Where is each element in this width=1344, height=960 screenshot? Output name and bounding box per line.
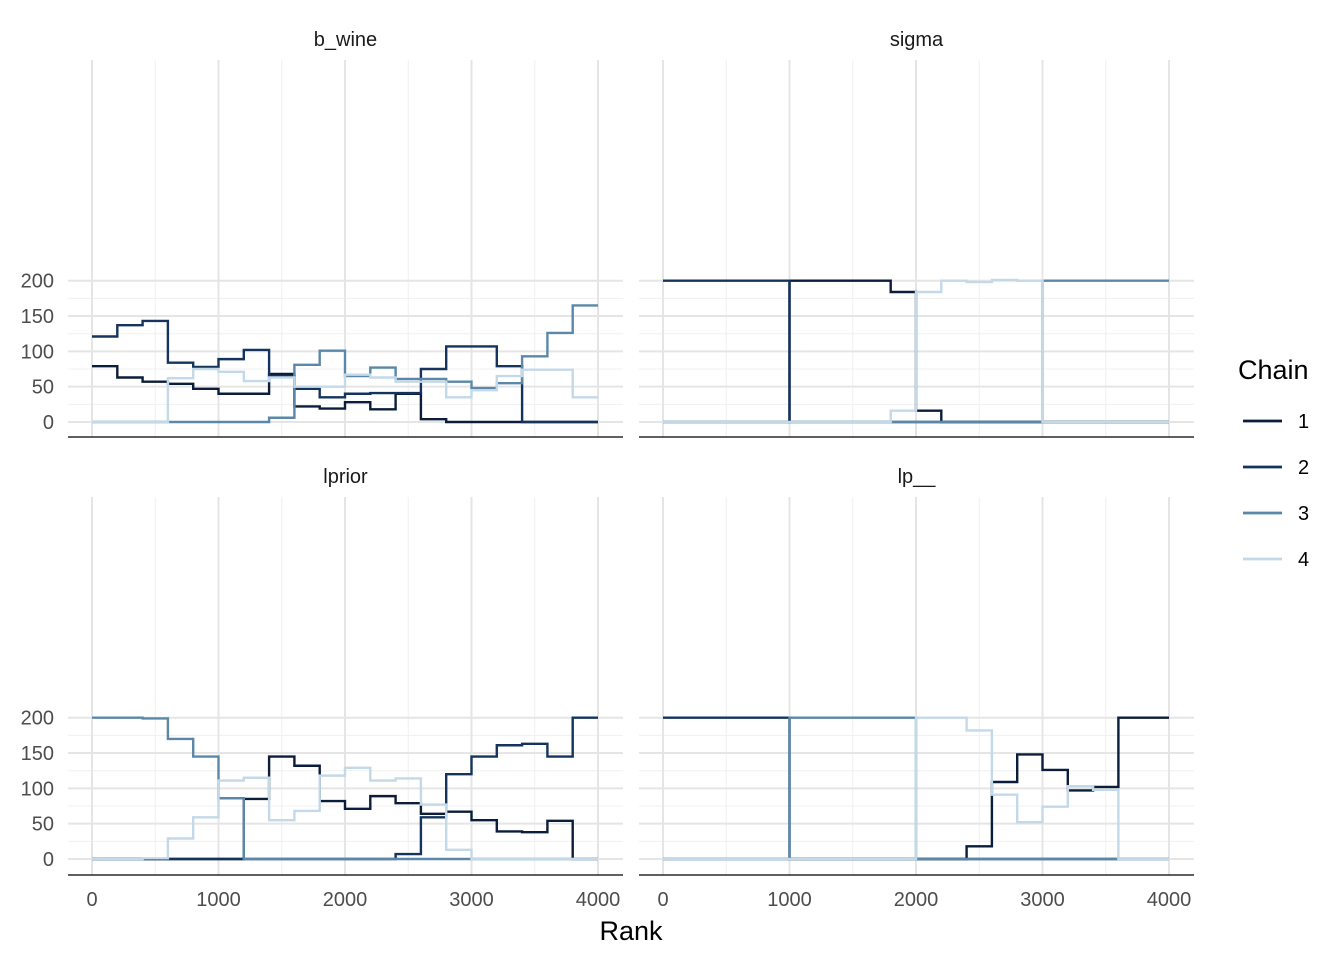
series-line-chain-4 bbox=[663, 278, 1169, 424]
x-tick-label: 4000 bbox=[1147, 889, 1192, 911]
y-tick-label: 150 bbox=[21, 306, 54, 328]
legend-label: 2 bbox=[1298, 457, 1309, 479]
series-line-chain-2 bbox=[92, 319, 598, 424]
x-tick-label: 4000 bbox=[576, 889, 621, 911]
legend: Chain 1 2 3 4 bbox=[1238, 355, 1309, 571]
series-line-chain-4 bbox=[92, 766, 598, 861]
series-line-chain-2 bbox=[92, 716, 598, 861]
x-tick-label: 2000 bbox=[323, 889, 368, 911]
x-tick-label: 3000 bbox=[449, 889, 494, 911]
series-line-chain-4 bbox=[92, 367, 598, 424]
y-tick-label: 0 bbox=[43, 412, 54, 434]
y-tick-label: 200 bbox=[21, 271, 54, 293]
legend-label: 4 bbox=[1298, 549, 1309, 571]
x-tick-label: 1000 bbox=[767, 889, 812, 911]
legend-title: Chain bbox=[1238, 355, 1309, 385]
legend-label: 3 bbox=[1298, 503, 1309, 525]
x-tick-label: 0 bbox=[86, 889, 97, 911]
x-tick-label: 1000 bbox=[196, 889, 241, 911]
panel-title: lprior bbox=[323, 466, 368, 488]
panel-title: b_wine bbox=[314, 29, 377, 51]
x-tick-label: 3000 bbox=[1020, 889, 1065, 911]
legend-label: 1 bbox=[1298, 411, 1309, 433]
y-tick-label: 100 bbox=[21, 341, 54, 363]
y-tick-label: 200 bbox=[21, 708, 54, 730]
series-line-chain-4 bbox=[663, 716, 1169, 861]
y-tick-label: 50 bbox=[32, 814, 54, 836]
x-tick-label: 0 bbox=[657, 889, 668, 911]
panel-title: lp__ bbox=[898, 466, 937, 488]
y-tick-label: 150 bbox=[21, 743, 54, 765]
x-tick-label: 2000 bbox=[894, 889, 939, 911]
series-line-chain-3 bbox=[92, 304, 598, 424]
panel-b-wine: b_wine 0 50 100 150 200 bbox=[21, 29, 623, 438]
panel-sigma: sigma bbox=[639, 29, 1194, 438]
y-tick-label: 100 bbox=[21, 778, 54, 800]
y-tick-label: 50 bbox=[32, 377, 54, 399]
panel-lp: lp__ 0 1000 2000 3000 4000 bbox=[639, 466, 1194, 911]
panel-title: sigma bbox=[890, 29, 944, 51]
x-axis-title: Rank bbox=[599, 916, 663, 946]
y-tick-label: 0 bbox=[43, 849, 54, 871]
